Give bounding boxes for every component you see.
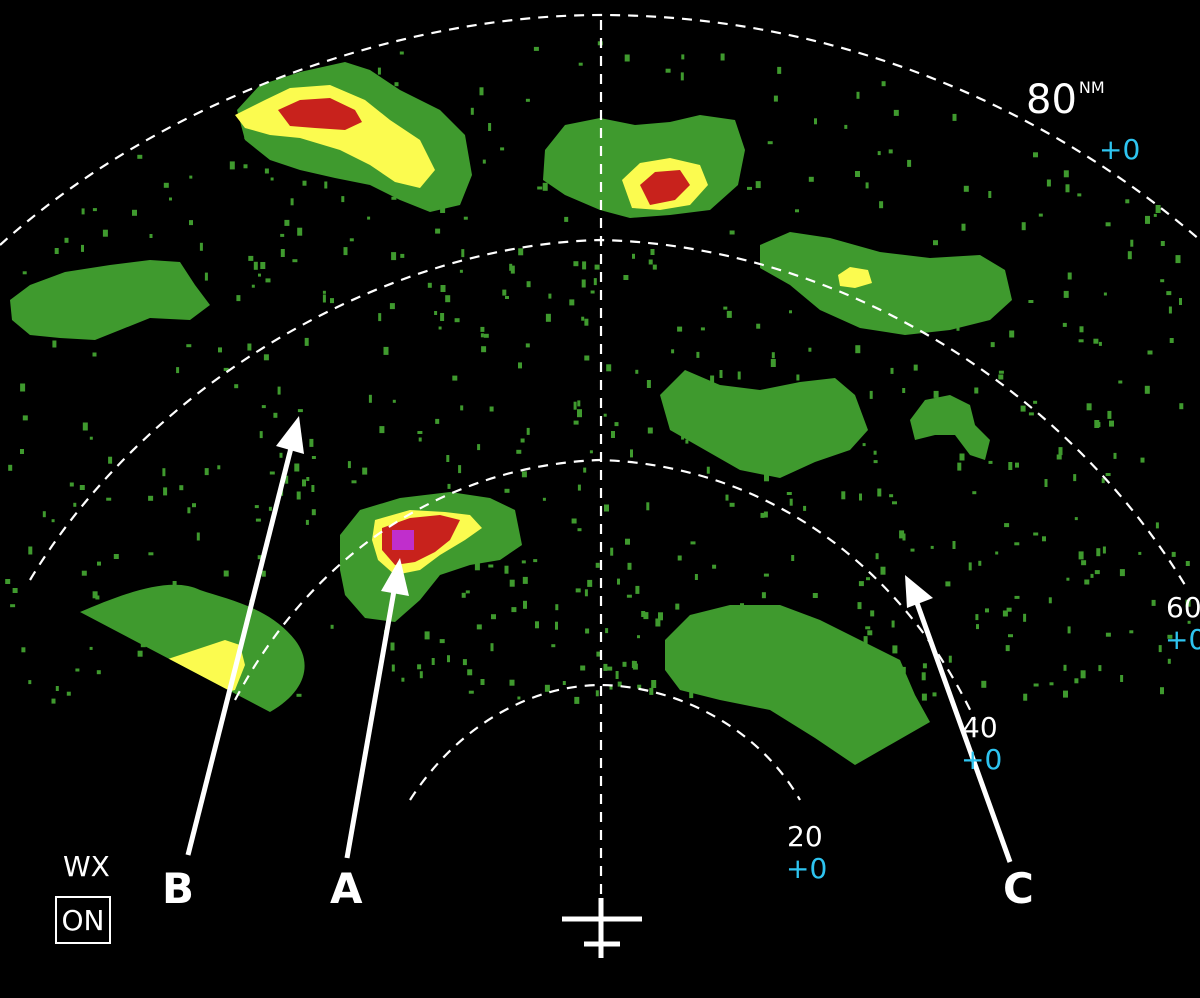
range-label-20: 20 [787, 820, 823, 853]
range-ring-20 [409, 683, 801, 801]
weather-cell-left [10, 260, 210, 340]
range-label-40: 40 [962, 711, 998, 744]
arrow-b [185, 416, 304, 856]
callout-label-b: B [162, 864, 195, 913]
arrow-c [905, 575, 1013, 863]
range-label-60: 60 [1166, 591, 1200, 624]
weather-cell-b [80, 584, 305, 712]
wx-on-button[interactable]: ON [55, 896, 111, 944]
callout-label-a: A [330, 864, 363, 913]
weather-cell-bottom-right [665, 605, 930, 765]
range-offset-40: +0 [961, 743, 1003, 776]
wx-label: WX [63, 850, 110, 883]
weather-cell-center-right [660, 370, 990, 478]
weather-cell-right-upper [760, 232, 1012, 335]
aircraft-symbol-icon [562, 898, 642, 958]
range-label-80: 80 NM [1026, 77, 1105, 123]
range-offset-80: +0 [1099, 133, 1141, 166]
range-offset-20: +0 [786, 852, 828, 885]
weather-cell-top-center [543, 115, 745, 218]
range-ring-80 [0, 13, 1200, 246]
callout-label-c: C [1003, 864, 1034, 913]
range-ring-60 [29, 238, 1186, 586]
weather-cell-top-left [235, 62, 472, 212]
arrow-a [344, 558, 409, 859]
range-offset-60: +0 [1165, 623, 1200, 656]
weather-cell-a [340, 492, 522, 622]
